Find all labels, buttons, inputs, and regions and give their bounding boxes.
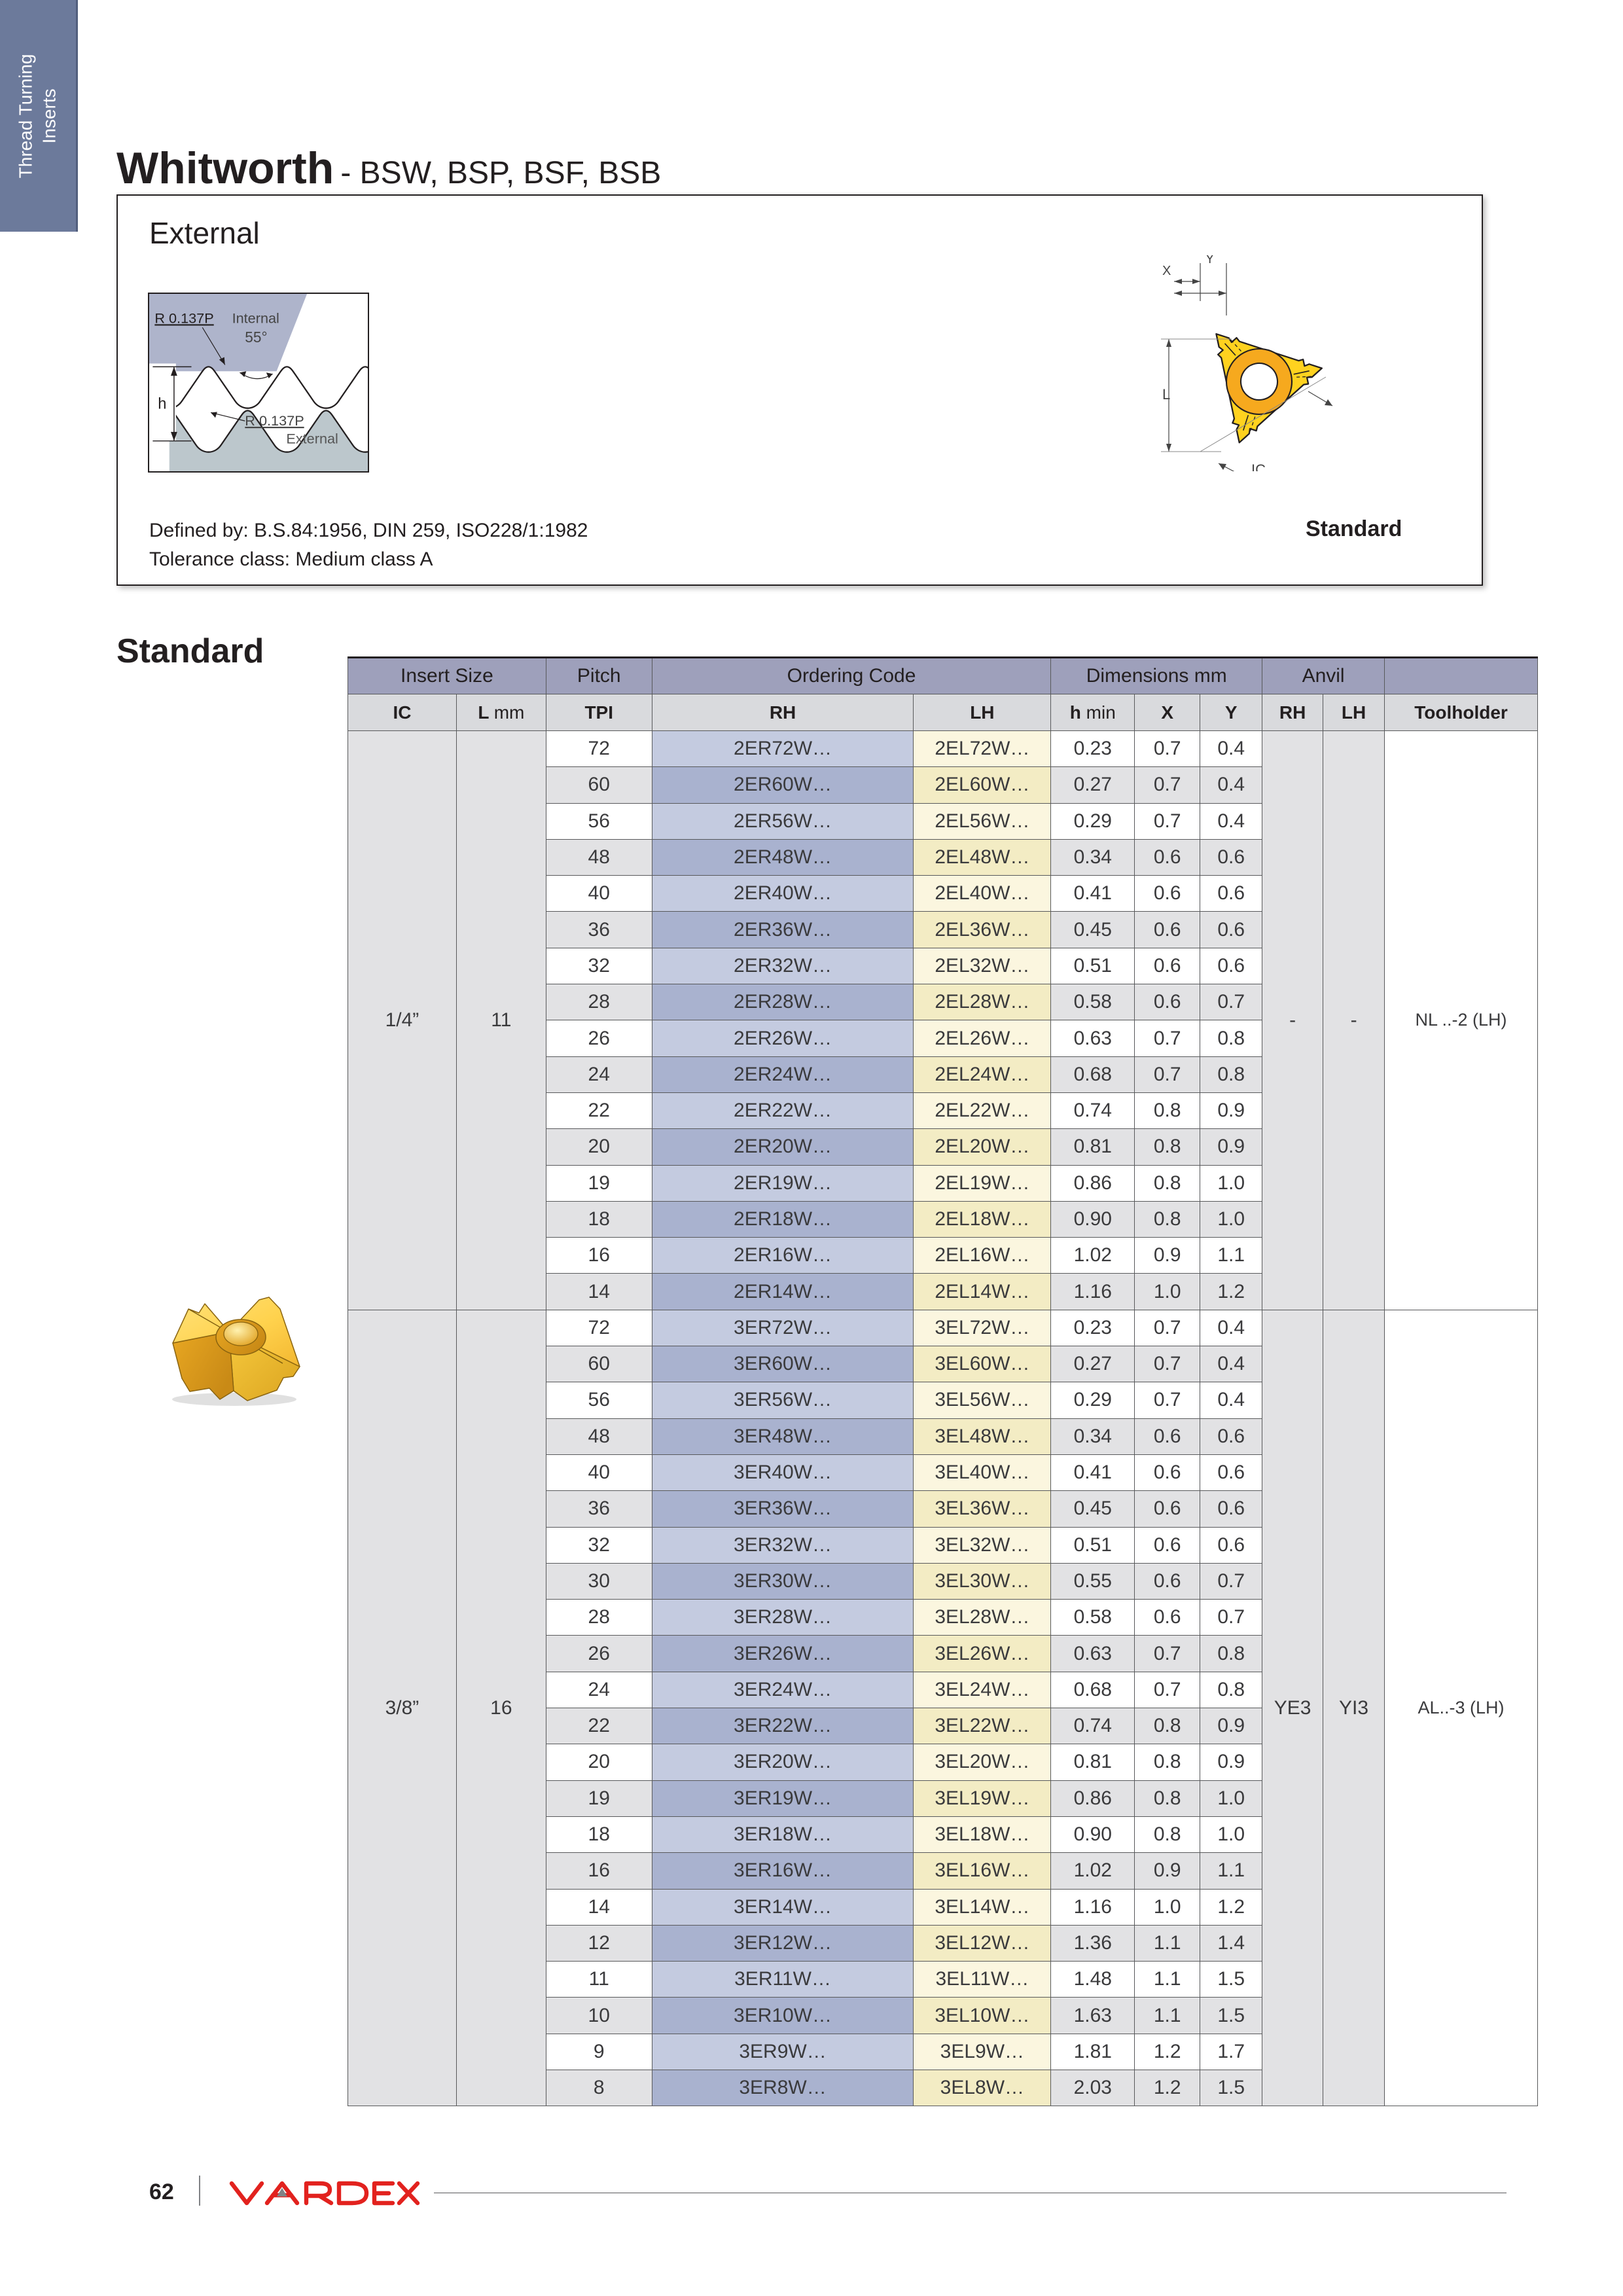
svg-text:Y: Y <box>1205 255 1214 266</box>
svg-text:External: External <box>286 431 338 447</box>
svg-text:L: L <box>1162 386 1170 403</box>
svg-text:IC: IC <box>1251 461 1266 471</box>
svg-text:X: X <box>1162 264 1171 278</box>
svg-text:R 0.137P: R 0.137P <box>154 310 213 326</box>
svg-text:Internal: Internal <box>232 310 279 326</box>
svg-text:55°: 55° <box>245 329 267 346</box>
svg-text:R 0.137P: R 0.137P <box>245 412 304 429</box>
svg-text:h: h <box>158 395 166 412</box>
